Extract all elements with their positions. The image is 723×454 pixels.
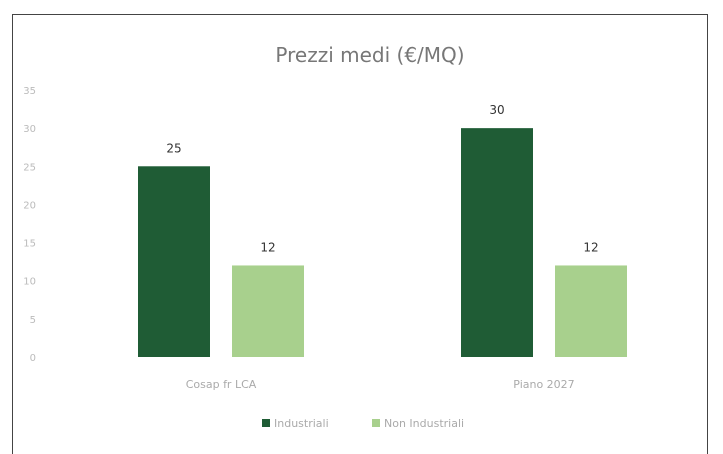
y-tick-label: 30 bbox=[23, 124, 36, 135]
legend-swatch bbox=[262, 419, 270, 427]
category-labels-group: Cosap fr LCA Piano 2027 bbox=[186, 378, 575, 391]
data-labels-group: 25 12 30 12 bbox=[166, 103, 598, 254]
bar-non-industriali-2 bbox=[555, 265, 627, 357]
legend-label: Industriali bbox=[274, 417, 329, 430]
y-tick-label: 20 bbox=[23, 200, 36, 211]
data-label: 12 bbox=[260, 240, 275, 254]
bars-group bbox=[138, 128, 627, 357]
data-label: 25 bbox=[166, 141, 181, 155]
data-label: 12 bbox=[583, 240, 598, 254]
legend: Industriali Non Industriali bbox=[262, 417, 464, 430]
y-tick-label: 15 bbox=[23, 239, 36, 250]
category-label: Piano 2027 bbox=[513, 378, 574, 391]
y-tick-label: 10 bbox=[23, 277, 36, 288]
bar-industriali-1 bbox=[138, 166, 210, 357]
legend-label: Non Industriali bbox=[384, 417, 464, 430]
y-tick-label: 25 bbox=[23, 162, 36, 173]
y-tick-label: 5 bbox=[30, 315, 36, 326]
data-label: 30 bbox=[489, 103, 504, 117]
category-label: Cosap fr LCA bbox=[186, 378, 257, 391]
bar-industriali-2 bbox=[461, 128, 533, 357]
y-tick-label: 35 bbox=[23, 86, 36, 97]
chart-title: Prezzi medi (€/MQ) bbox=[275, 43, 464, 67]
chart-frame bbox=[12, 14, 708, 454]
bar-non-industriali-1 bbox=[232, 265, 304, 357]
y-axis-ticks: 0 5 10 15 20 25 30 35 bbox=[23, 86, 36, 364]
legend-swatch bbox=[372, 419, 380, 427]
y-tick-label: 0 bbox=[30, 353, 36, 364]
